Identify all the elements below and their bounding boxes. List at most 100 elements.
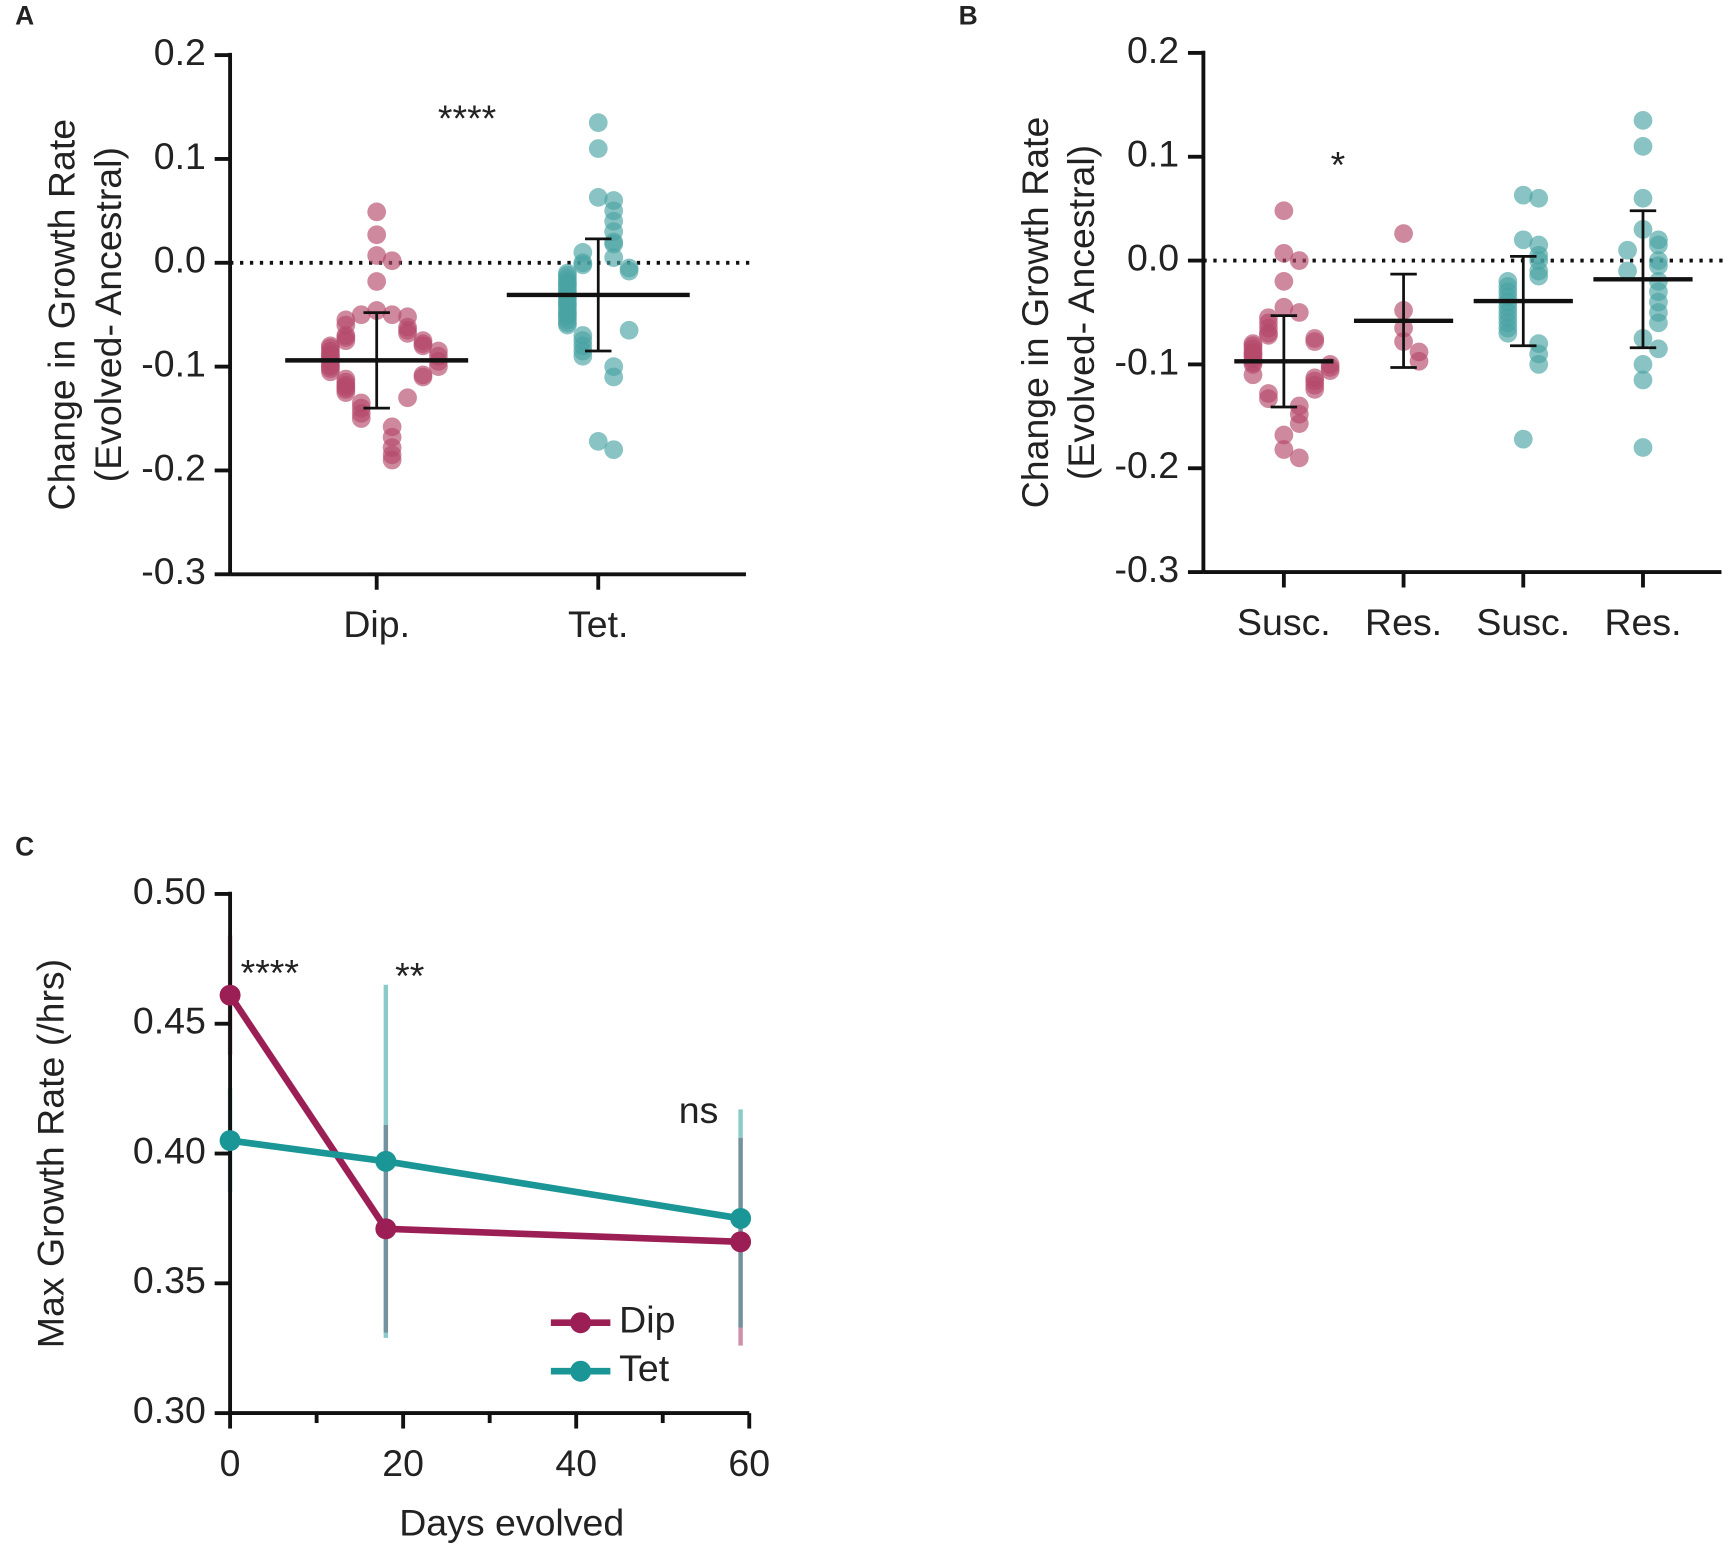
x-tick-label: Tet. (568, 603, 628, 645)
y-tick-label: 0.1 (154, 135, 206, 177)
marker (219, 984, 241, 1006)
legend-marker (570, 1360, 592, 1382)
y-tick-label: 0.40 (133, 1129, 206, 1171)
data-point (382, 305, 402, 325)
y-tick-label: -0.2 (141, 446, 206, 488)
data-point (1513, 185, 1533, 205)
x-tick-label: 0 (220, 1442, 241, 1484)
marker (219, 1130, 241, 1152)
y-tick-label: -0.3 (1115, 548, 1180, 590)
data-point (382, 251, 402, 271)
data-point (1633, 136, 1653, 156)
data-point (1320, 361, 1340, 381)
y-tick-label: 0.45 (133, 1000, 206, 1042)
data-point (1633, 111, 1653, 130)
data-point (619, 261, 639, 281)
data-point (1633, 355, 1653, 374)
y-axis-label: (Evolved- Ancestral) (87, 147, 129, 482)
y-tick-label: -0.2 (1115, 444, 1180, 486)
y-axis-label: Change in Growth Rate (41, 119, 83, 511)
y-tick-label: 0.2 (154, 31, 206, 73)
data-point (1529, 188, 1549, 208)
legend-marker (570, 1312, 592, 1334)
marker (375, 1150, 397, 1172)
data-point (1649, 339, 1668, 359)
y-tick-label: 0.0 (1127, 236, 1179, 278)
annotation: ns (679, 1089, 719, 1131)
data-point (1649, 313, 1668, 333)
x-tick-label: 60 (728, 1442, 770, 1484)
annotation: **** (241, 951, 299, 993)
data-point (398, 324, 417, 343)
y-axis-label: Change in Growth Rate (1014, 117, 1056, 509)
data-point (336, 331, 356, 351)
data-point (1529, 355, 1549, 374)
data-point (604, 367, 624, 387)
data-point (1618, 240, 1637, 260)
legend-label: Dip (619, 1299, 675, 1341)
data-point (1529, 266, 1549, 286)
y-tick-label: 0.30 (133, 1389, 206, 1431)
panel-label: A (15, 1, 34, 31)
x-tick-label: 40 (555, 1442, 597, 1484)
data-point (1305, 379, 1325, 399)
data-point (619, 320, 639, 340)
x-tick-label: Dip. (343, 603, 410, 645)
data-point (1394, 224, 1413, 243)
x-tick-label: Res. (1604, 601, 1681, 643)
data-point (1289, 251, 1309, 270)
data-point (588, 432, 608, 451)
data-point (1305, 332, 1325, 351)
x-axis-label: Days evolved (399, 1501, 624, 1543)
data-point (1274, 271, 1294, 291)
data-point (1259, 389, 1278, 409)
data-point (367, 301, 387, 320)
data-point (1274, 425, 1294, 445)
y-tick-label: 0.2 (1127, 29, 1179, 71)
data-point (382, 450, 402, 470)
y-tick-label: 0.35 (133, 1259, 206, 1301)
data-point (351, 305, 371, 325)
x-tick-label: Res. (1365, 601, 1442, 643)
data-point (1649, 256, 1668, 276)
data-point (1274, 297, 1294, 317)
marker (730, 1231, 752, 1253)
data-point (367, 272, 387, 291)
x-tick-label: 20 (382, 1442, 424, 1484)
data-point (1513, 230, 1533, 250)
data-point (1243, 365, 1263, 385)
data-point (604, 440, 624, 460)
annotation: ** (395, 955, 424, 997)
data-point (573, 255, 593, 275)
y-tick-label: 0.0 (154, 239, 206, 281)
data-point (398, 388, 417, 408)
legend-label: Tet (619, 1347, 670, 1389)
y-tick-label: 0.1 (1127, 133, 1179, 175)
annotation: **** (438, 97, 496, 139)
data-point (321, 362, 340, 382)
data-point (1633, 188, 1653, 208)
panel-label: C (15, 832, 34, 862)
data-point (1289, 448, 1309, 468)
y-tick-label: -0.1 (1115, 340, 1180, 382)
x-tick-label: Susc. (1237, 601, 1331, 643)
marker (730, 1207, 752, 1229)
y-axis-label: (Evolved- Ancestral) (1060, 145, 1102, 480)
data-point (413, 336, 433, 356)
data-point (1513, 429, 1533, 449)
data-point (588, 113, 608, 132)
data-point (351, 409, 371, 428)
data-point (1274, 440, 1294, 459)
data-point (1498, 323, 1518, 343)
data-point (1274, 243, 1294, 263)
data-point (1259, 325, 1278, 345)
y-axis-label: Max Growth Rate (/hrs) (30, 959, 72, 1348)
data-point (588, 139, 608, 158)
data-point (1633, 370, 1653, 390)
marker (375, 1218, 397, 1240)
line (229, 1137, 742, 1222)
data-point (558, 315, 577, 335)
data-point (413, 367, 433, 387)
data-point (1289, 414, 1309, 433)
data-point (1633, 438, 1653, 457)
